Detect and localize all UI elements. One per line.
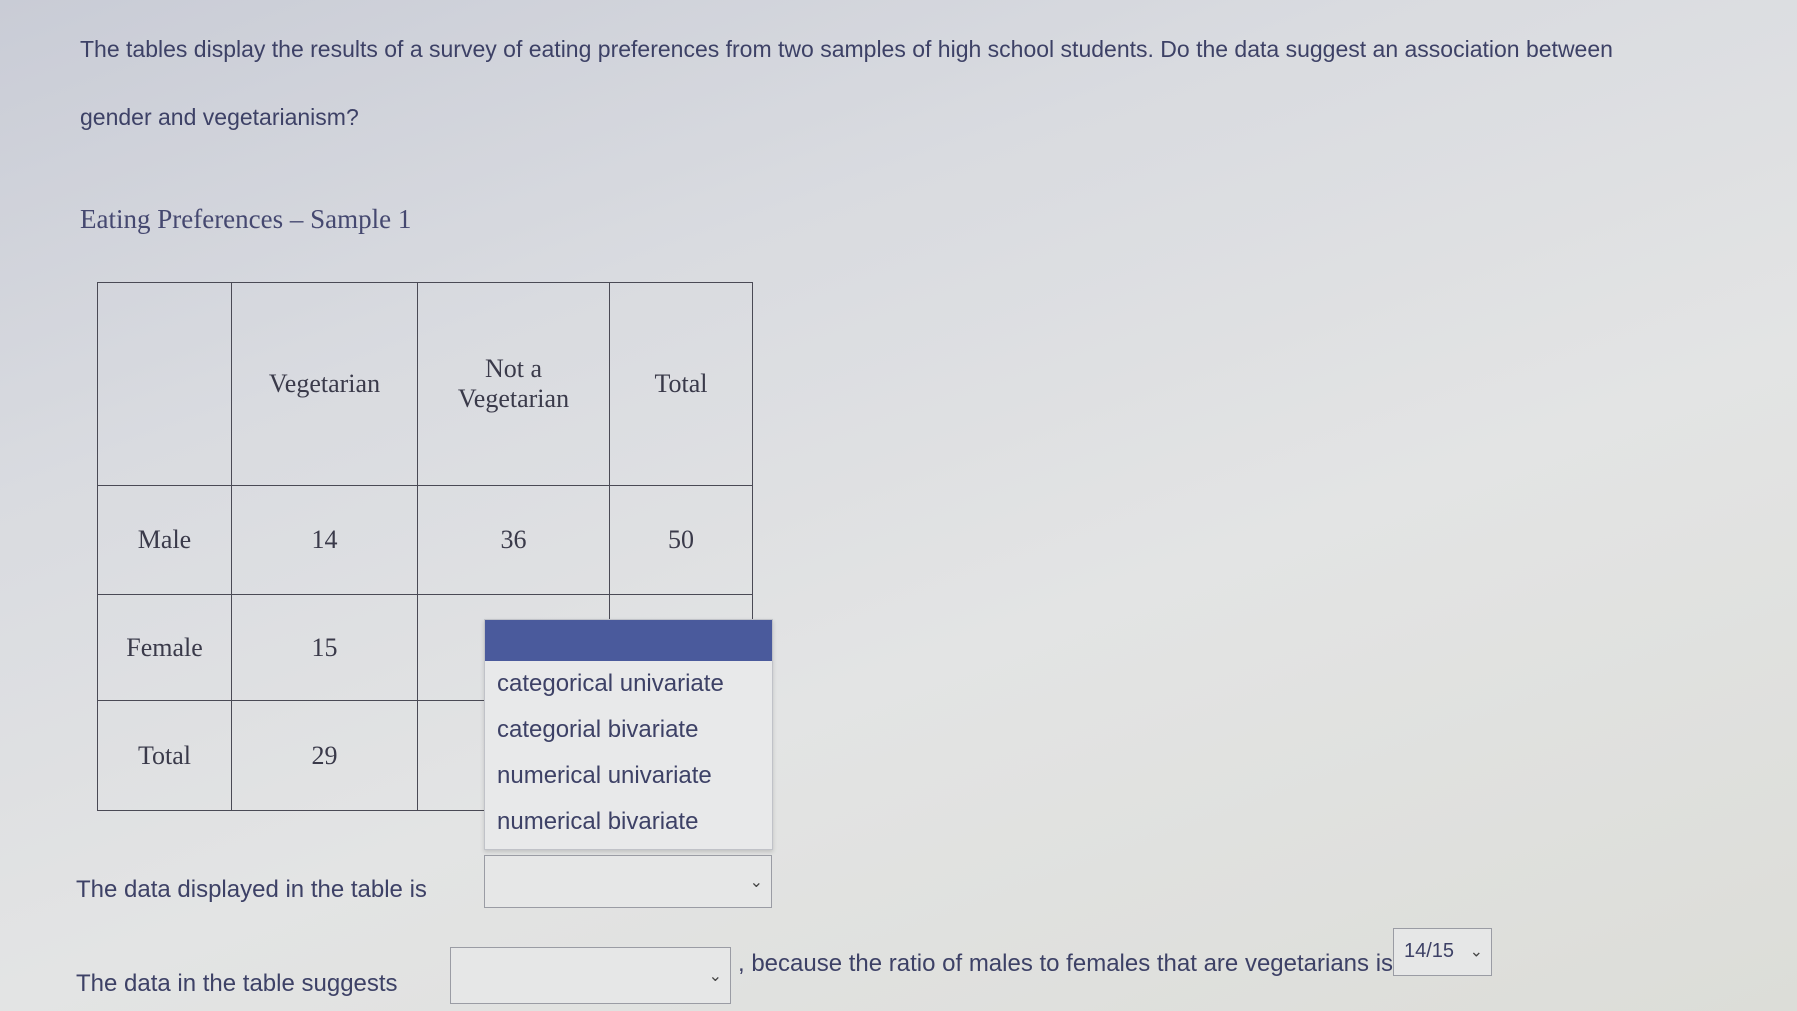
table-title: Eating Preferences – Sample 1	[80, 204, 412, 234]
chevron-down-icon: ⌄	[749, 873, 763, 891]
row-label: Total	[97, 700, 232, 811]
q2-middle-text: , because the ratio of males to females …	[738, 950, 1394, 977]
option-categorical-univariate[interactable]: categorical univariate	[497, 670, 724, 697]
dropdown-highlighted-blank-option[interactable]	[485, 620, 772, 661]
association-select[interactable]: ⌄	[450, 947, 731, 1004]
q1-label: The data displayed in the table is	[76, 876, 427, 903]
header-vegetarian: Vegetarian	[231, 282, 418, 486]
cell: 50	[609, 485, 753, 595]
cell: 29	[231, 700, 418, 811]
cell: 15	[231, 594, 418, 701]
row-label: Male	[97, 485, 232, 595]
chevron-down-icon: ⌄	[1469, 943, 1483, 961]
option-numerical-bivariate[interactable]: numerical bivariate	[497, 808, 699, 835]
table-row: Male 14 36 50	[97, 485, 753, 595]
ratio-select[interactable]: 14/15 ⌄	[1393, 928, 1492, 976]
question-text-line1: The tables display the results of a surv…	[80, 36, 1613, 62]
chevron-down-icon: ⌄	[708, 967, 722, 985]
header-cell-empty	[97, 282, 232, 486]
data-type-dropdown-menu[interactable]: categorical univariate categorial bivari…	[484, 619, 773, 850]
option-categorial-bivariate[interactable]: categorial bivariate	[497, 716, 699, 743]
option-numerical-univariate[interactable]: numerical univariate	[497, 762, 712, 789]
question-text-line2: gender and vegetarianism?	[80, 104, 359, 130]
row-label: Female	[97, 594, 232, 701]
header-not-vegetarian: Not a Vegetarian	[417, 282, 610, 486]
data-type-select[interactable]: ⌄	[484, 855, 772, 908]
ratio-selected-value: 14/15	[1404, 940, 1455, 962]
cell: 14	[231, 485, 418, 595]
q2-label: The data in the table suggests	[76, 970, 398, 997]
header-total: Total	[609, 282, 753, 486]
cell: 36	[417, 485, 610, 595]
